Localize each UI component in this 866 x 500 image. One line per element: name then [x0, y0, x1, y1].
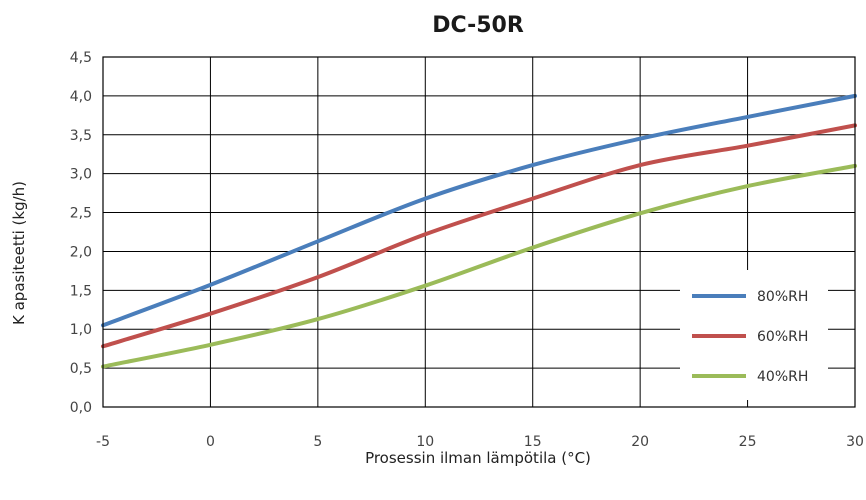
x-axis-label: Prosessin ilman lämpötila (°C) [365, 449, 591, 467]
x-tick-label: 20 [631, 434, 649, 450]
y-tick-label: 0,5 [70, 361, 92, 377]
legend: 80%RH 60%RH 40%RH [680, 270, 828, 400]
y-tick-label: 4,5 [70, 50, 92, 66]
y-tick-label: 3,0 [70, 167, 92, 183]
y-axis-label: K apasiteetti (kg/h) [10, 181, 28, 325]
y-tick-label: 1,5 [70, 283, 92, 299]
legend-label: 40%RH [757, 369, 808, 385]
chart-title: DC-50R [432, 13, 524, 38]
legend-label: 80%RH [757, 289, 808, 305]
legend-label: 60%RH [757, 329, 808, 345]
y-tick-label: 0,0 [70, 400, 92, 416]
y-tick-label: 2,5 [70, 206, 92, 222]
series-line-40-rh [101, 163, 857, 369]
y-tick-label: 4,0 [70, 89, 92, 105]
x-tick-label: 25 [739, 434, 757, 450]
y-tick-label: 1,0 [70, 322, 92, 338]
x-axis-ticks: -5 0 5 10 15 20 25 30 [96, 434, 864, 450]
y-tick-label: 2,0 [70, 244, 92, 260]
x-tick-label: 10 [416, 434, 434, 450]
y-tick-label: 3,5 [70, 128, 92, 144]
y-axis-ticks: 0,0 0,5 1,0 1,5 2,0 2,5 3,0 3,5 4,0 4,5 [70, 50, 92, 416]
plot-frame [102, 56, 856, 408]
x-tick-label: 15 [524, 434, 542, 450]
x-tick-label: 5 [313, 434, 322, 450]
series-line-80-rh [101, 93, 857, 328]
x-tick-label: 0 [206, 434, 215, 450]
series-line-60-rh [101, 123, 857, 349]
series-lines [101, 93, 857, 369]
x-tick-label: -5 [96, 434, 110, 450]
x-tick-label: 30 [846, 434, 864, 450]
